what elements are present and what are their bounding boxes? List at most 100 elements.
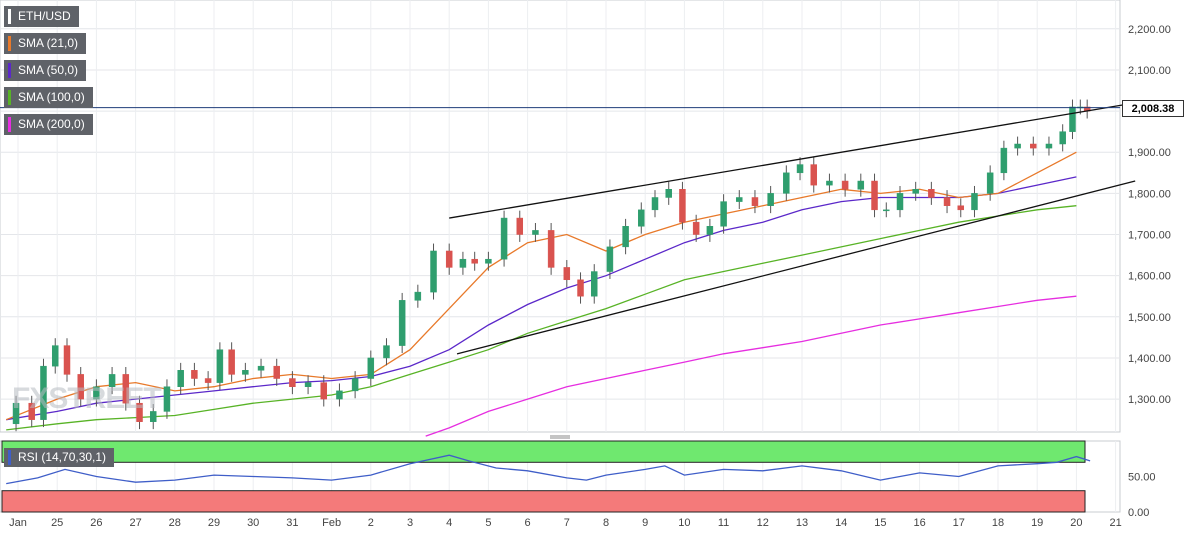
x-tick-label: 3 (407, 517, 413, 529)
candle-body (986, 172, 994, 194)
y-tick-label: 1,300.00 (1128, 394, 1171, 406)
x-tick-label: 27 (129, 517, 141, 529)
legend-sma21-swatch (8, 36, 11, 51)
candle-body (485, 258, 492, 264)
candle-body (383, 345, 390, 359)
series-sma200 (425, 295, 1077, 437)
candle-body (622, 226, 629, 248)
series-rsi (6, 454, 1091, 485)
legend-sma50-label: SMA (50,0) (18, 63, 79, 77)
candle-body (1030, 143, 1037, 149)
legend-sma50[interactable]: SMA (50,0) (4, 60, 87, 81)
x-tick-label: 25 (51, 517, 63, 529)
candle-body (532, 230, 539, 235)
candle-body (28, 402, 35, 420)
x-tick-label: 4 (446, 517, 452, 529)
candle-body (928, 189, 935, 198)
x-tick-label: 20 (1070, 517, 1082, 529)
candle-body (1014, 143, 1021, 149)
last-price-tag: 2,008.38 (1122, 100, 1184, 117)
legend-rsi-label: RSI (14,70,30,1) (18, 450, 107, 464)
x-tick-label: Jan (9, 517, 27, 529)
candle-body (896, 193, 904, 211)
candle-body (563, 267, 571, 281)
y-tick-label: 1,600.00 (1128, 271, 1171, 283)
y-tick-label: 2,100.00 (1128, 65, 1171, 77)
x-tick-label: 31 (286, 517, 298, 529)
rsi-overbought-band (1, 440, 1086, 463)
series-sma100 (6, 205, 1077, 431)
candle-body (351, 378, 359, 392)
candle-body (500, 217, 508, 260)
legend-sma21[interactable]: SMA (21,0) (4, 33, 87, 54)
candle-body (651, 197, 659, 211)
candle-body (767, 193, 774, 206)
legend-symbol-label: ETH/USD (18, 9, 71, 23)
legend-sma50-swatch (8, 63, 11, 78)
candle-body (398, 300, 406, 346)
wedge-trendline (449, 102, 1136, 219)
candle-body (706, 226, 714, 235)
candle-body (289, 378, 296, 387)
candle-body (12, 402, 20, 425)
candle-body (336, 390, 343, 400)
candle-body (51, 345, 59, 367)
candle-body (204, 378, 212, 383)
x-tick-label: 30 (247, 517, 259, 529)
legend-symbol[interactable]: ETH/USD (4, 6, 79, 27)
candle-body (93, 386, 100, 400)
x-tick-label: 6 (525, 517, 531, 529)
x-tick-label: 9 (642, 517, 648, 529)
candle-body (177, 370, 184, 387)
candle-body (122, 374, 130, 404)
candle-body (810, 164, 818, 186)
watermark-logo: FXSTREET (12, 382, 162, 415)
candle-body (191, 370, 198, 379)
x-tick-label: 11 (718, 517, 729, 529)
candle-body (228, 349, 235, 375)
candle-body (638, 209, 645, 227)
candle-body (320, 382, 328, 400)
candle-body (63, 345, 71, 375)
candle-body (40, 365, 47, 420)
candle-body (957, 205, 965, 211)
candle-body (736, 197, 743, 202)
candle-body (590, 271, 598, 297)
y-tick-label: 1,400.00 (1128, 353, 1171, 365)
x-tick-label: 26 (90, 517, 102, 529)
candle-body (1045, 143, 1053, 149)
legend-sma100-label: SMA (100,0) (18, 90, 85, 104)
y-tick-label: 1,900.00 (1128, 147, 1171, 159)
candle-body (149, 411, 157, 422)
candle-body (971, 193, 978, 211)
x-tick-label: 8 (603, 517, 609, 529)
candle-body (826, 180, 833, 186)
candle-body (943, 197, 951, 206)
candle-body (136, 402, 143, 422)
candle-body (841, 180, 849, 190)
rsi-y-tick-label: 50.00 (1128, 472, 1156, 484)
candle-body (367, 357, 375, 379)
candle-body (445, 250, 453, 268)
candle-body (414, 291, 422, 301)
wedge-trendline (456, 180, 1136, 355)
candle-body (1059, 131, 1066, 145)
candle-body (871, 180, 878, 211)
x-tick-label: 10 (678, 517, 690, 529)
candle-body (679, 189, 686, 223)
candle-body (273, 365, 280, 379)
legend-symbol-swatch (8, 9, 11, 24)
x-tick-label: 29 (208, 517, 220, 529)
candle-body (883, 209, 890, 212)
legend-sma100[interactable]: SMA (100,0) (4, 87, 93, 108)
candle-body (912, 189, 919, 194)
x-tick-label: 18 (992, 517, 1004, 529)
legend-sma200[interactable]: SMA (200,0) (4, 114, 93, 135)
x-tick-label: 12 (757, 517, 769, 529)
candle-body (1000, 147, 1008, 174)
legend-rsi[interactable]: RSI (14,70,30,1) (4, 448, 115, 467)
y-tick-label: 1,500.00 (1128, 312, 1171, 324)
legend-sma200-label: SMA (200,0) (18, 117, 85, 131)
candle-body (783, 172, 790, 194)
